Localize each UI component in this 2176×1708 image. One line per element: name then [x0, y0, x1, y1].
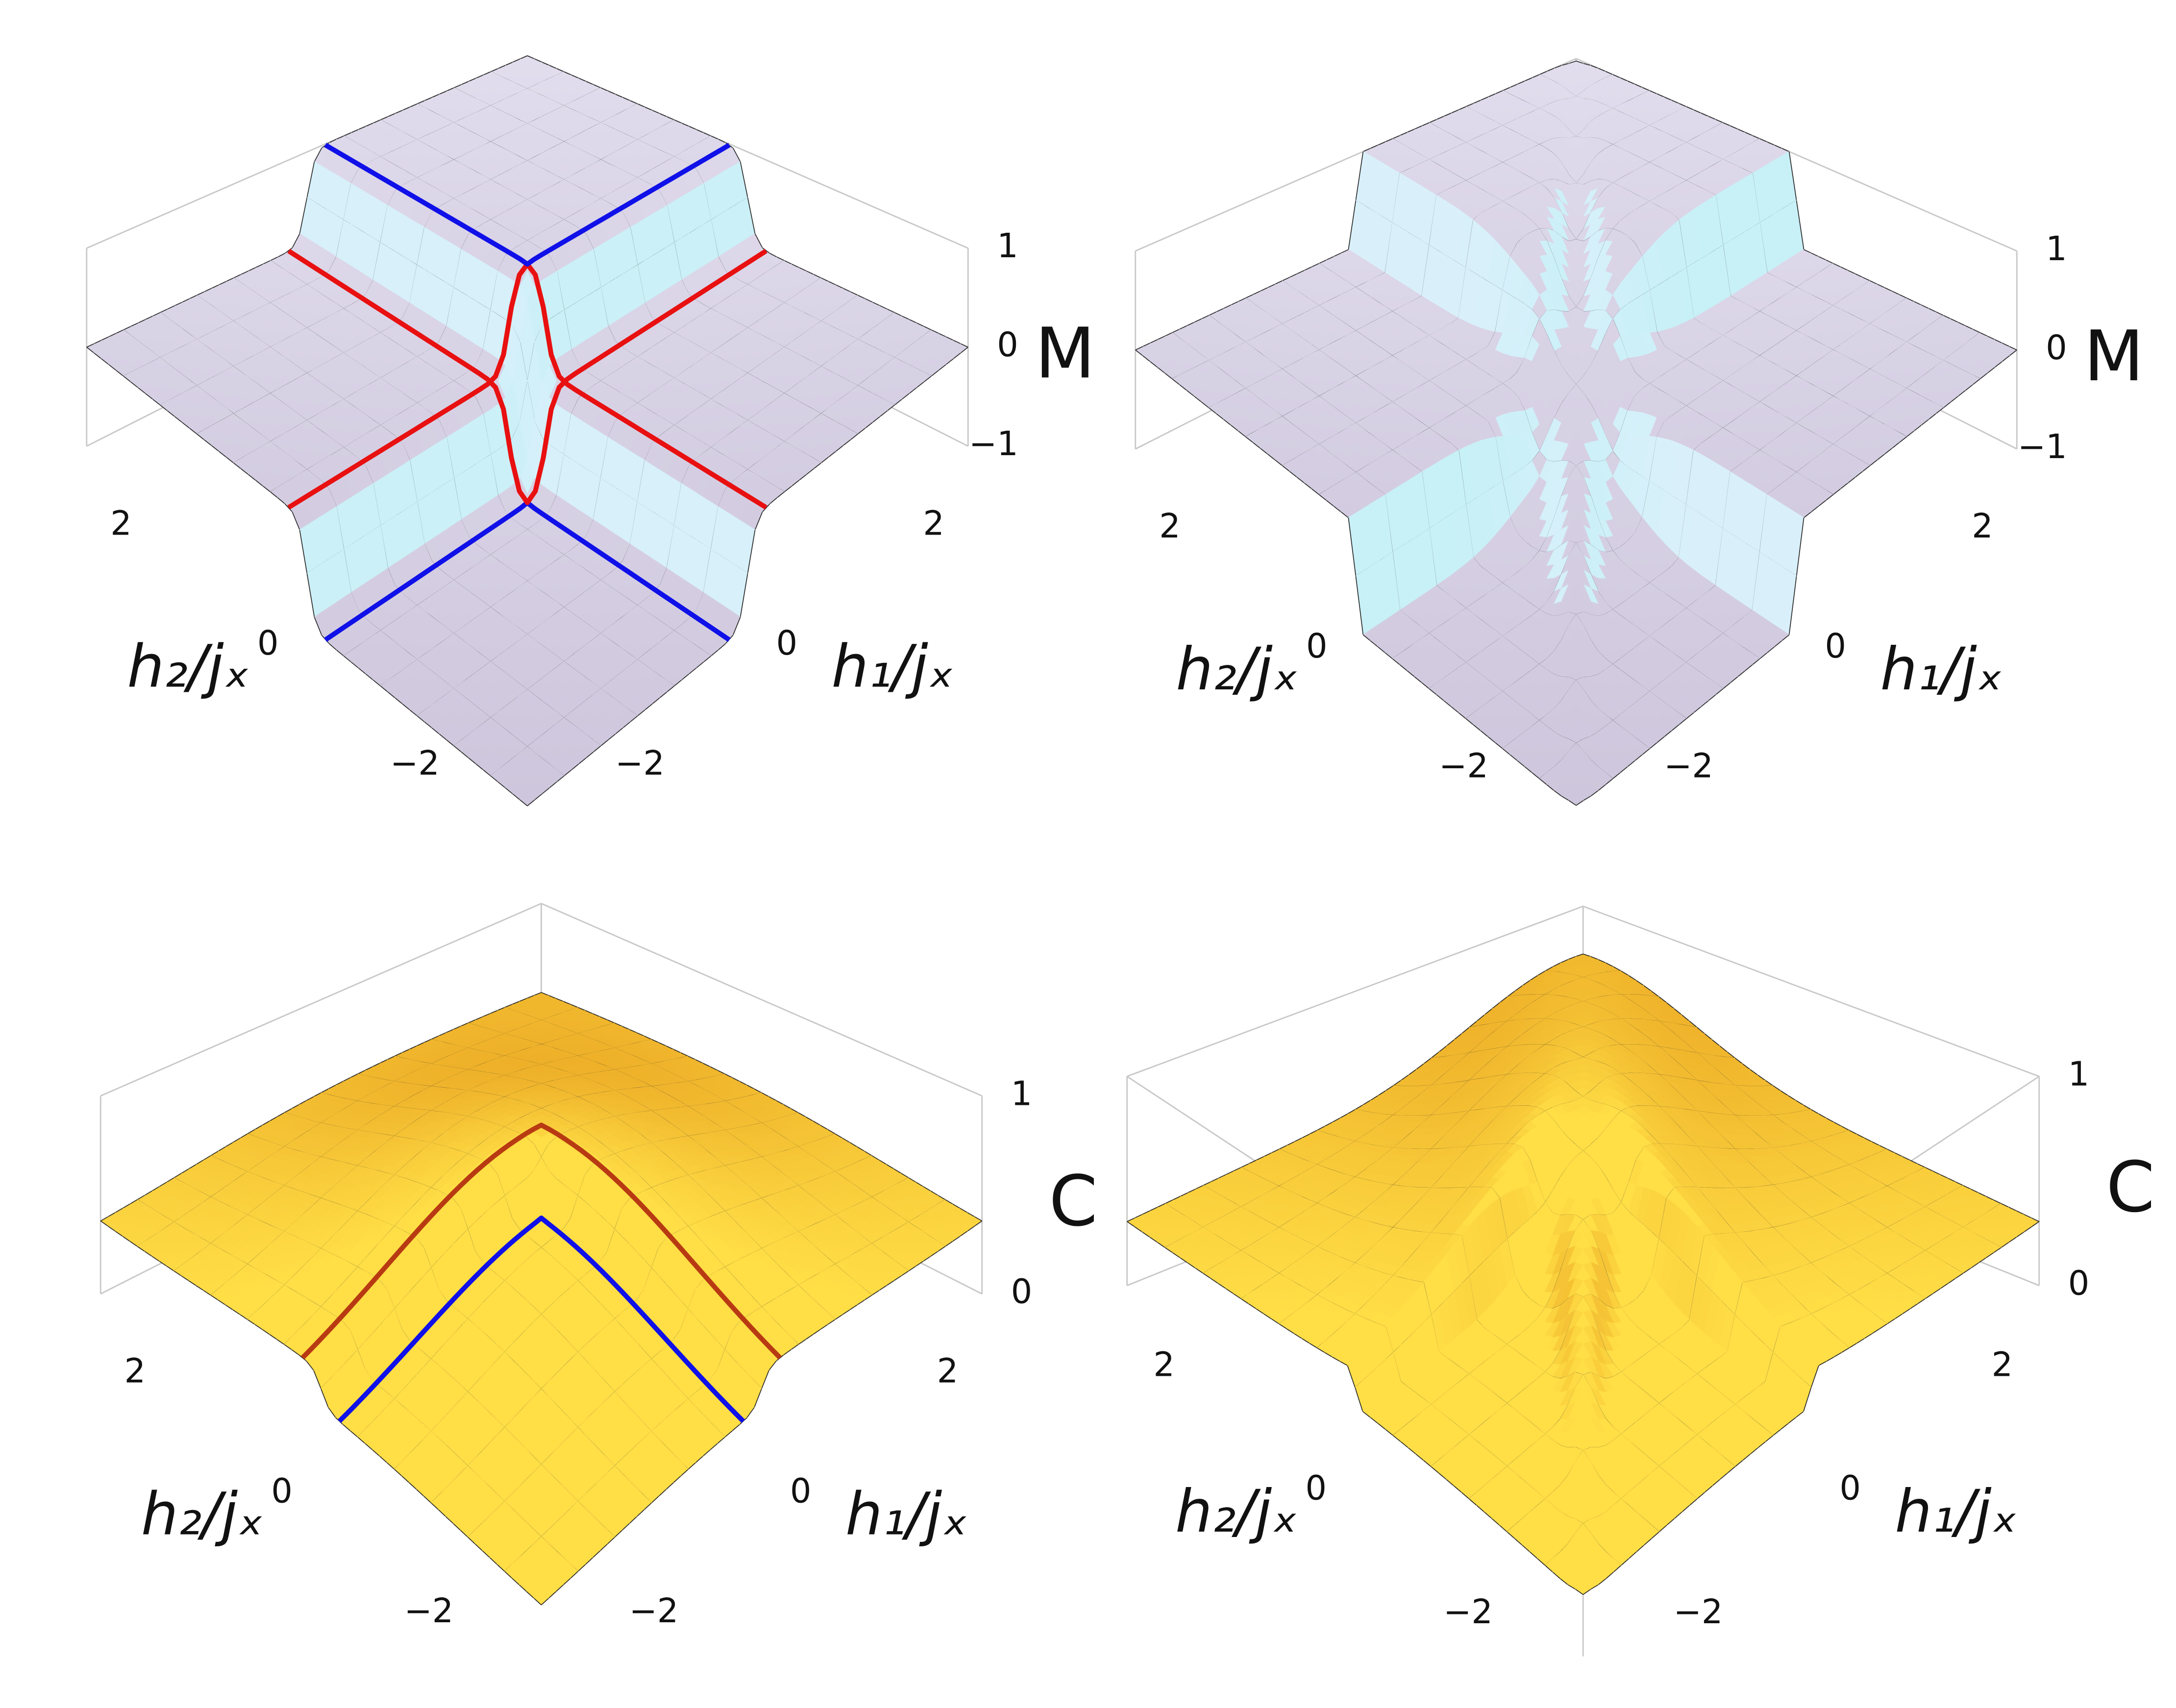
mesh-line [372, 119, 381, 124]
mesh-line [711, 135, 719, 140]
mesh-line [328, 139, 337, 144]
mesh-line [461, 81, 469, 85]
mesh-line [622, 97, 631, 101]
mesh-line [600, 87, 609, 92]
mesh-line [336, 135, 344, 140]
mesh-line [644, 106, 653, 111]
mesh-line [497, 65, 506, 69]
mesh-line [608, 91, 616, 95]
mesh-line [689, 126, 697, 130]
mesh-line [578, 77, 587, 82]
mesh-line [696, 129, 704, 133]
mesh-line [395, 110, 403, 114]
mesh-line [475, 74, 484, 79]
mesh-line [586, 81, 594, 85]
mesh-line [549, 65, 557, 69]
mesh-line [358, 126, 366, 130]
mesh-line [637, 103, 645, 108]
mesh-line [542, 62, 550, 66]
mesh-line [409, 103, 418, 108]
mesh-line [314, 147, 322, 162]
mesh-line [718, 139, 726, 144]
mesh-line [505, 62, 513, 66]
mesh-line [519, 55, 535, 60]
mesh-line [615, 94, 623, 98]
mesh-line [674, 119, 682, 124]
mesh-line [387, 113, 396, 117]
mesh-line [483, 71, 491, 75]
mesh-line [681, 122, 690, 127]
mesh-line [534, 58, 543, 63]
mesh-line [431, 94, 440, 98]
mesh-line [659, 113, 668, 117]
mesh-line [564, 71, 572, 75]
mesh-line [350, 129, 359, 133]
mesh-line [402, 106, 410, 111]
mesh-line [446, 87, 454, 92]
mesh-line [512, 58, 520, 63]
mesh-line [652, 110, 660, 114]
surface [86, 55, 969, 806]
mesh-line [468, 77, 476, 82]
mesh-line [365, 122, 373, 127]
mesh-line [571, 74, 579, 79]
mesh-line [439, 91, 447, 95]
mesh-line [424, 97, 432, 101]
